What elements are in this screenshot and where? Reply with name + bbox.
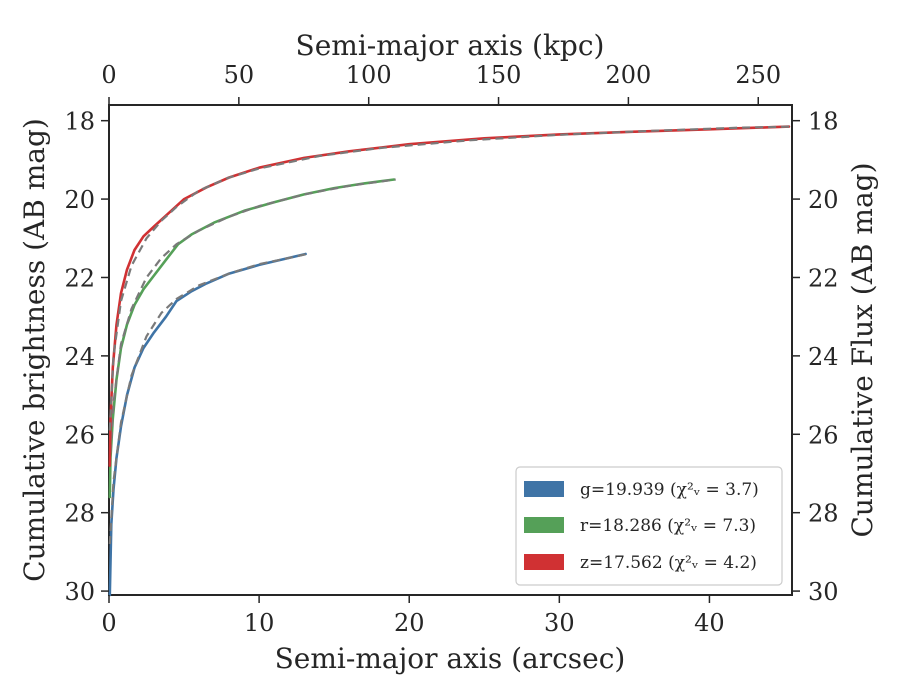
y-axis-right-title: Cumulative Flux (AB mag) — [846, 162, 879, 537]
x-top-tick-label: 50 — [224, 61, 255, 89]
legend-box — [515, 466, 783, 586]
y-right-tick-label: 28 — [808, 500, 839, 528]
y-axis-left-title: Cumulative brightness (AB mag) — [18, 118, 51, 582]
model-line-g — [108, 252, 308, 545]
y-right-tick-label: 30 — [808, 578, 839, 606]
x-top-tick-label: 150 — [476, 61, 522, 89]
legend-label-r: r=18.286 (χ²ᵥ = 7.3) — [580, 516, 756, 536]
legend-label-z: z=17.562 (χ²ᵥ = 4.2) — [580, 553, 757, 573]
series-line-z — [108, 125, 791, 467]
y-right-tick-label: 20 — [808, 186, 839, 214]
ticks: 0 10 20 30 40 0 50 100 150 200 250 18 20 22 24 26 28 30 18… — [64, 61, 838, 637]
y-right-tick-label: 22 — [808, 264, 839, 292]
legend-label-g: g=19.939 (χ²ᵥ = 3.7) — [580, 480, 759, 500]
x-top-tick-label: 250 — [735, 61, 781, 89]
y-left-tick-label: 20 — [64, 186, 95, 214]
plot-frame — [108, 104, 793, 596]
model-line-r — [108, 178, 396, 466]
series-line-r — [108, 178, 396, 499]
x-axis-bottom-title: Semi-major axis (arcsec) — [275, 642, 626, 675]
legend-swatch-g — [524, 481, 564, 497]
x-top-tick-label: 200 — [605, 61, 651, 89]
y-right-tick-label: 24 — [808, 343, 839, 371]
y-left-tick-label: 24 — [64, 343, 95, 371]
y-right-tick-label: 18 — [808, 108, 839, 136]
legend-swatch-r — [524, 517, 564, 533]
x-bottom-tick-label: 30 — [544, 609, 575, 637]
x-bottom-tick-label: 0 — [101, 609, 116, 637]
y-left-tick-label: 30 — [64, 578, 95, 606]
x-top-tick-label: 100 — [346, 61, 392, 89]
x-top-tick-label: 0 — [101, 61, 116, 89]
y-left-tick-label: 28 — [64, 500, 95, 528]
y-left-tick-label: 26 — [64, 421, 95, 449]
series-line-g — [108, 252, 307, 597]
x-bottom-tick-label: 20 — [394, 609, 425, 637]
y-left-tick-label: 18 — [64, 108, 95, 136]
legend-swatch-z — [524, 554, 564, 570]
legend: g=19.939 (χ²ᵥ = 3.7) r=18.286 (χ²ᵥ = 7.3… — [515, 466, 783, 586]
y-left-tick-label: 22 — [64, 264, 95, 292]
x-bottom-tick-label: 40 — [694, 609, 725, 637]
x-axis-top-title: Semi-major axis (kpc) — [296, 29, 605, 62]
x-bottom-tick-label: 10 — [244, 609, 275, 637]
model-line-z — [108, 125, 793, 431]
data-lines — [108, 125, 793, 597]
y-right-tick-label: 26 — [808, 421, 839, 449]
